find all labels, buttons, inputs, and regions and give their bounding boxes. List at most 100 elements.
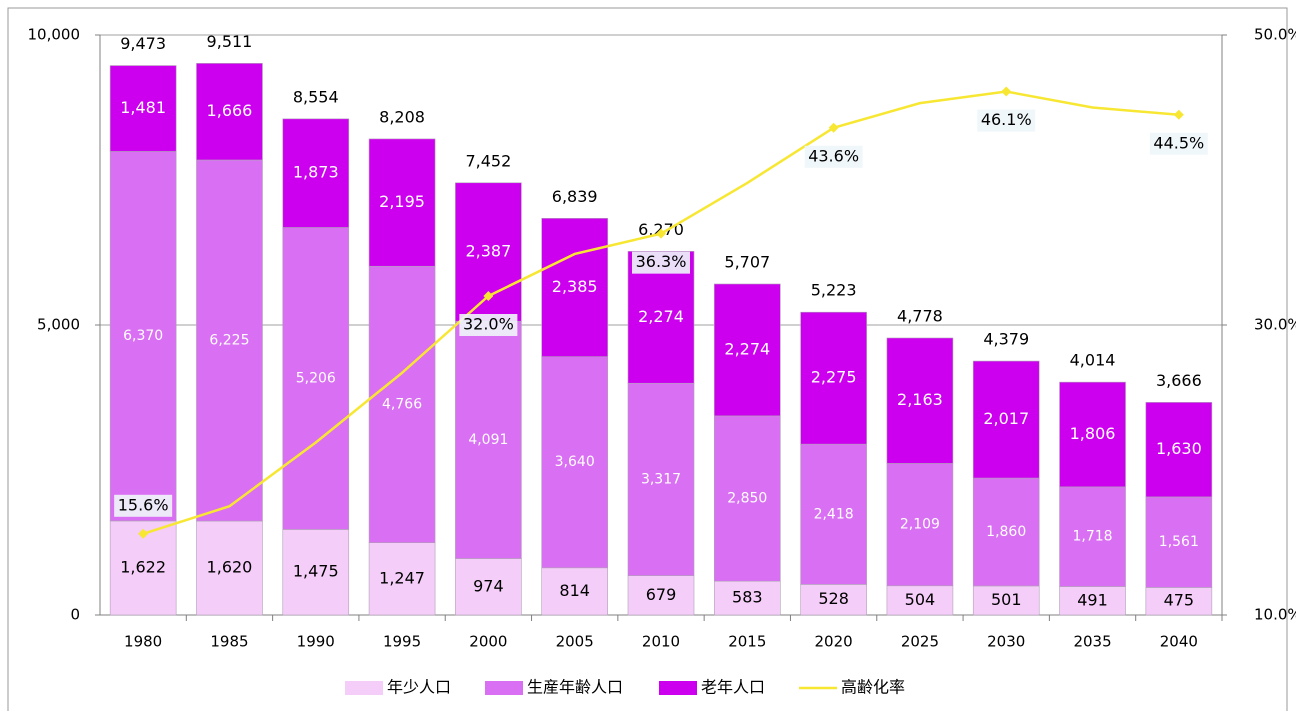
legend-label: 高齢化率 bbox=[841, 678, 905, 697]
bar-value-label: 2,850 bbox=[727, 491, 767, 507]
bar-value-label: 583 bbox=[732, 588, 763, 607]
bar-value-label: 2,387 bbox=[465, 242, 511, 261]
x-tick-label: 2015 bbox=[728, 633, 766, 651]
bar-value-label: 2,109 bbox=[900, 517, 940, 533]
ratio-label: 44.5% bbox=[1153, 133, 1204, 152]
x-tick-label: 2030 bbox=[987, 633, 1025, 651]
total-label: 6,839 bbox=[552, 187, 598, 206]
ratio-label: 32.0% bbox=[463, 315, 514, 334]
total-label: 5,707 bbox=[724, 252, 770, 271]
bar-value-label: 1,718 bbox=[1072, 529, 1112, 545]
total-label: 4,014 bbox=[1070, 351, 1116, 370]
ratio-label-bg bbox=[1149, 132, 1208, 155]
ratio-label-bg bbox=[632, 251, 690, 274]
bar-value-label: 2,418 bbox=[814, 506, 854, 522]
x-tick-label: 1985 bbox=[210, 633, 248, 651]
bar-segment bbox=[196, 63, 263, 161]
bar-segment bbox=[541, 218, 608, 357]
bar-value-label: 1,873 bbox=[293, 163, 339, 182]
bar-segment bbox=[541, 356, 608, 569]
bar-value-label: 679 bbox=[646, 585, 677, 604]
bar-value-label: 475 bbox=[1164, 591, 1195, 610]
bar-value-label: 2,163 bbox=[897, 390, 943, 409]
legend-label: 生産年齢人口 bbox=[527, 678, 623, 697]
bar-segment bbox=[282, 529, 350, 616]
ratio-label: 43.6% bbox=[808, 146, 859, 165]
bar-segment bbox=[541, 567, 608, 616]
bar-segment bbox=[282, 118, 350, 228]
bar-segment bbox=[1059, 381, 1126, 488]
y2-tick-label: 10.0% bbox=[1254, 606, 1296, 624]
bar-segment bbox=[368, 138, 436, 267]
x-tick-label: 1990 bbox=[297, 633, 335, 651]
bar-value-label: 974 bbox=[473, 576, 504, 595]
ratio-marker bbox=[483, 291, 494, 301]
ratio-label: 15.6% bbox=[118, 495, 169, 514]
bar-segment bbox=[455, 320, 522, 559]
total-label: 8,208 bbox=[379, 107, 425, 126]
bar-value-label: 1,475 bbox=[293, 562, 339, 581]
total-label: 3,666 bbox=[1156, 371, 1202, 390]
bar-value-label: 4,766 bbox=[382, 396, 422, 412]
bar-value-label: 3,640 bbox=[555, 454, 595, 470]
y2-tick-label: 30.0% bbox=[1254, 316, 1296, 334]
bar-segment bbox=[455, 558, 522, 616]
total-label: 4,379 bbox=[983, 330, 1029, 349]
y-tick-label: 10,000 bbox=[28, 26, 81, 44]
bar-segment bbox=[196, 520, 263, 616]
total-label: 5,223 bbox=[811, 281, 857, 300]
total-label: 7,452 bbox=[465, 151, 511, 170]
ratio-label: 36.3% bbox=[636, 252, 687, 271]
bar-value-label: 504 bbox=[905, 590, 936, 609]
bar-value-label: 6,370 bbox=[123, 328, 163, 344]
bar-value-label: 2,275 bbox=[811, 368, 857, 387]
bar-segment bbox=[1145, 496, 1213, 588]
bar-segment bbox=[368, 542, 436, 616]
total-label: 9,511 bbox=[207, 32, 253, 51]
x-tick-label: 2005 bbox=[556, 633, 594, 651]
bar-segment bbox=[714, 415, 781, 582]
bar-segment bbox=[1145, 402, 1213, 498]
bar-value-label: 2,195 bbox=[379, 192, 425, 211]
bar-segment bbox=[714, 283, 781, 417]
bar-value-label: 1,666 bbox=[207, 101, 253, 120]
ratio-marker bbox=[828, 122, 839, 133]
bar-segment bbox=[368, 265, 436, 543]
bar-value-label: 2,274 bbox=[724, 339, 770, 358]
frame bbox=[7, 7, 1288, 711]
x-tick-label: 1995 bbox=[383, 633, 421, 651]
y2-tick-label: 50.0% bbox=[1254, 26, 1296, 44]
bar-value-label: 1,860 bbox=[986, 524, 1026, 540]
legend-label: 年少人口 bbox=[387, 678, 451, 697]
bar-segment bbox=[627, 382, 695, 576]
bar-value-label: 1,622 bbox=[120, 557, 166, 576]
bar-value-label: 491 bbox=[1077, 590, 1108, 609]
x-tick-label: 1980 bbox=[124, 633, 162, 651]
bar-value-label: 2,017 bbox=[983, 409, 1029, 428]
bar-segment bbox=[282, 227, 350, 530]
bar-segment bbox=[714, 580, 781, 616]
bar-segment bbox=[1059, 586, 1126, 616]
bar-value-label: 2,385 bbox=[552, 277, 598, 296]
ratio-label: 46.1% bbox=[981, 110, 1032, 129]
bar-value-label: 1,806 bbox=[1070, 424, 1116, 443]
bar-segment bbox=[886, 585, 954, 616]
ratio-marker bbox=[138, 528, 149, 539]
bar-value-label: 2,274 bbox=[638, 307, 684, 326]
bar-segment bbox=[886, 463, 954, 587]
ratio-label-bg bbox=[977, 109, 1036, 132]
bar-value-label: 1,561 bbox=[1159, 534, 1199, 550]
bar-segment bbox=[972, 585, 1040, 616]
bar-segment bbox=[109, 151, 177, 522]
total-label: 9,473 bbox=[120, 34, 166, 53]
ratio-marker bbox=[656, 228, 666, 239]
bar-value-label: 1,247 bbox=[379, 568, 425, 587]
ratio-label-bg bbox=[804, 145, 863, 168]
bar-value-label: 1,481 bbox=[120, 98, 166, 117]
y-tick-label: 0 bbox=[70, 606, 80, 624]
bar-segment bbox=[196, 159, 263, 522]
x-tick-label: 2025 bbox=[901, 633, 939, 651]
x-tick-label: 2000 bbox=[469, 633, 507, 651]
bar-segment bbox=[800, 311, 867, 445]
